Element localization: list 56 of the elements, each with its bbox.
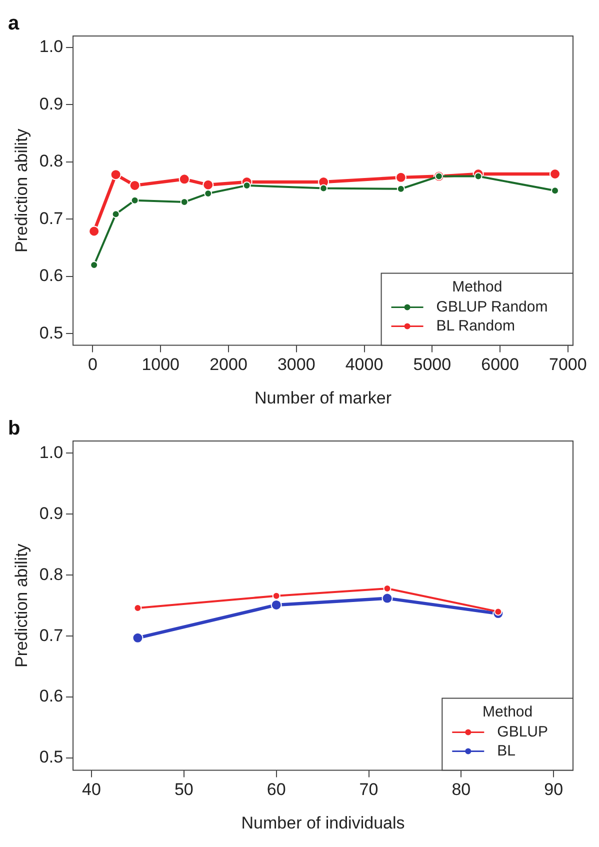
point [474, 172, 482, 180]
y-tick-label: 0.5 [39, 323, 64, 342]
x-tick-label: 80 [452, 780, 471, 800]
x-tick-label: 6000 [481, 355, 519, 374]
point [396, 184, 405, 193]
point [112, 210, 120, 218]
chart-title: b [8, 418, 20, 440]
y-tick-label: 0.7 [39, 626, 64, 645]
point [110, 169, 122, 180]
x-tick-label: 5000 [413, 355, 452, 374]
chart-title: a [8, 12, 20, 35]
point [494, 608, 502, 616]
point [382, 592, 393, 604]
y-tick-label: 1.0 [39, 442, 64, 462]
x-tick-label: 0 [88, 355, 98, 374]
y-tick-label: 0.8 [39, 564, 64, 584]
legend-label: GBLUP Random [436, 298, 548, 316]
point [270, 599, 282, 610]
y-tick-label: 0.8 [39, 152, 64, 171]
point [132, 632, 144, 644]
legend-label: BL Random [436, 317, 515, 334]
x-tick-label: 2000 [210, 355, 248, 374]
point [178, 174, 190, 185]
x-tick-label: 40 [82, 780, 101, 800]
point [202, 179, 214, 190]
y-tick-label: 0.9 [39, 504, 64, 523]
y-tick-label: 0.6 [39, 266, 64, 286]
x-tick-label: 60 [266, 780, 286, 800]
y-tick-label: 0.6 [39, 686, 64, 706]
point [320, 184, 328, 192]
point [550, 168, 561, 180]
legend-title: Method [482, 703, 533, 720]
x-tick-label: 7000 [548, 355, 587, 374]
legend-label: BL [497, 742, 516, 760]
y-tick-label: 0.7 [39, 208, 64, 228]
point [129, 180, 140, 191]
point [395, 172, 406, 183]
y-axis-title: Prediction ability [12, 128, 31, 252]
point [88, 226, 100, 237]
point [242, 181, 251, 190]
y-axis-title: Prediction ability [12, 543, 31, 668]
x-tick-label: 70 [359, 780, 378, 800]
legend-label: GBLUP [497, 723, 548, 740]
x-tick-label: 4000 [345, 355, 384, 374]
x-tick-label: 50 [174, 780, 194, 800]
point [130, 196, 139, 204]
x-axis-title: Number of marker [254, 388, 392, 408]
y-tick-label: 0.9 [39, 94, 64, 114]
legend-title: Method [452, 278, 502, 296]
point [272, 592, 280, 600]
x-tick-label: 3000 [277, 355, 316, 374]
x-tick-label: 90 [544, 780, 564, 800]
y-tick-label: 0.5 [39, 748, 64, 767]
x-tick-label: 1000 [142, 355, 180, 374]
x-axis-title: Number of individuals [241, 813, 405, 832]
y-tick-label: 1.0 [39, 37, 64, 56]
